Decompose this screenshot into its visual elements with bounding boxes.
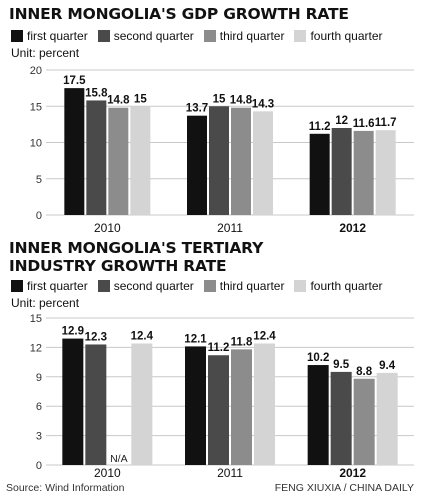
legend-label: first quarter bbox=[27, 29, 88, 43]
bar bbox=[231, 107, 251, 215]
bar bbox=[130, 106, 151, 215]
data-label: 12.1 bbox=[184, 333, 207, 345]
bar bbox=[330, 371, 352, 465]
bar bbox=[62, 338, 84, 465]
legend-item-fourth-quarter: fourth quarter bbox=[294, 279, 383, 293]
data-label: 12 bbox=[335, 115, 348, 127]
legend-label: first quarter bbox=[27, 279, 88, 293]
x-category-label: 2012 bbox=[339, 221, 366, 235]
legend-item-third-quarter: third quarter bbox=[203, 279, 285, 293]
bar bbox=[331, 128, 352, 215]
data-label: 15.8 bbox=[85, 87, 108, 99]
legend-swatch bbox=[97, 280, 110, 292]
data-label: 9.5 bbox=[333, 359, 350, 371]
data-label: 14.3 bbox=[252, 98, 274, 110]
data-label: 15 bbox=[213, 93, 226, 105]
legend-label: third quarter bbox=[219, 279, 285, 293]
y-tick-label: 6 bbox=[36, 401, 42, 413]
y-tick-label: 5 bbox=[36, 174, 42, 186]
y-tick-label: 12 bbox=[30, 342, 42, 354]
data-label: 11.8 bbox=[231, 336, 253, 348]
data-label: 12.3 bbox=[85, 331, 107, 343]
data-label: 12.4 bbox=[131, 330, 154, 342]
legend-item-third-quarter: third quarter bbox=[203, 29, 285, 43]
bar bbox=[208, 355, 229, 465]
bar bbox=[309, 133, 330, 215]
data-label: 12.4 bbox=[253, 330, 276, 342]
legend-label: second quarter bbox=[113, 279, 194, 293]
x-category-label: 2011 bbox=[217, 221, 243, 235]
legend-swatch bbox=[97, 30, 110, 42]
data-label: 9.4 bbox=[379, 360, 396, 372]
bar bbox=[187, 115, 207, 215]
data-label: 13.7 bbox=[186, 103, 208, 115]
data-label: 12.9 bbox=[62, 326, 84, 338]
chart2-legend: first quarter second quarter third quart… bbox=[11, 279, 393, 293]
bar bbox=[185, 346, 206, 465]
x-category-label: 2011 bbox=[217, 466, 243, 480]
y-tick-label: 10 bbox=[30, 138, 42, 150]
legend-swatch bbox=[11, 30, 23, 42]
y-tick-label: 0 bbox=[36, 460, 42, 472]
y-tick-label: 20 bbox=[30, 65, 42, 77]
legend-item-first-quarter: first quarter bbox=[11, 29, 88, 43]
legend-swatch bbox=[203, 30, 216, 42]
y-tick-label: 15 bbox=[30, 313, 42, 325]
data-label: 11.6 bbox=[353, 118, 375, 130]
legend-swatch bbox=[203, 280, 216, 292]
data-label: 11.2 bbox=[208, 342, 230, 354]
chart1-title: INNER MONGOLIA'S GDP GROWTH RATE bbox=[9, 5, 349, 23]
y-tick-label: 15 bbox=[30, 101, 42, 113]
legend-label: fourth quarter bbox=[310, 29, 383, 43]
bar bbox=[231, 349, 252, 465]
x-category-label: 2010 bbox=[94, 466, 121, 480]
chart1-unit: Unit: percent bbox=[11, 46, 80, 60]
y-tick-label: 3 bbox=[36, 431, 42, 443]
legend-label: second quarter bbox=[113, 29, 194, 43]
na-label: N/A bbox=[110, 453, 128, 465]
y-tick-label: 9 bbox=[36, 372, 42, 384]
data-label: 8.8 bbox=[356, 366, 373, 378]
y-tick-label: 0 bbox=[36, 210, 42, 222]
source-note: Source: Wind Information bbox=[6, 482, 125, 494]
bar bbox=[307, 365, 329, 465]
legend-item-second-quarter: second quarter bbox=[97, 29, 194, 43]
data-label: 10.2 bbox=[307, 352, 329, 364]
bar bbox=[375, 130, 396, 215]
legend-swatch bbox=[294, 280, 307, 292]
x-category-label: 2012 bbox=[339, 466, 366, 480]
legend-swatch bbox=[294, 30, 307, 42]
legend-item-second-quarter: second quarter bbox=[97, 279, 194, 293]
bar bbox=[85, 344, 107, 465]
legend-swatch bbox=[11, 280, 23, 292]
chart2-title: INNER MONGOLIA'S TERTIARY INDUSTRY GROWT… bbox=[9, 239, 264, 275]
legend-label: fourth quarter bbox=[310, 279, 383, 293]
bar bbox=[253, 111, 273, 215]
bar bbox=[353, 378, 375, 465]
bar bbox=[376, 372, 398, 465]
legend-item-first-quarter: first quarter bbox=[11, 279, 88, 293]
data-label: 14.8 bbox=[230, 95, 253, 107]
data-label: 17.5 bbox=[63, 75, 86, 87]
data-label: 11.7 bbox=[375, 117, 397, 129]
legend-label: third quarter bbox=[219, 29, 285, 43]
bar bbox=[209, 106, 229, 215]
bar bbox=[86, 100, 107, 215]
data-label: 15 bbox=[134, 93, 147, 105]
bar bbox=[108, 107, 129, 215]
bar bbox=[64, 88, 85, 215]
bar bbox=[254, 343, 275, 465]
chart1-legend: first quarter second quarter third quart… bbox=[11, 29, 393, 43]
legend-item-fourth-quarter: fourth quarter bbox=[294, 29, 383, 43]
credit-line: FENG XIUXIA / CHINA DAILY bbox=[274, 482, 414, 494]
bar bbox=[131, 343, 153, 465]
data-label: 11.2 bbox=[309, 121, 331, 133]
chart2-unit: Unit: percent bbox=[11, 296, 80, 310]
data-label: 14.8 bbox=[107, 95, 130, 107]
bar bbox=[353, 130, 374, 215]
x-category-label: 2010 bbox=[94, 221, 121, 235]
